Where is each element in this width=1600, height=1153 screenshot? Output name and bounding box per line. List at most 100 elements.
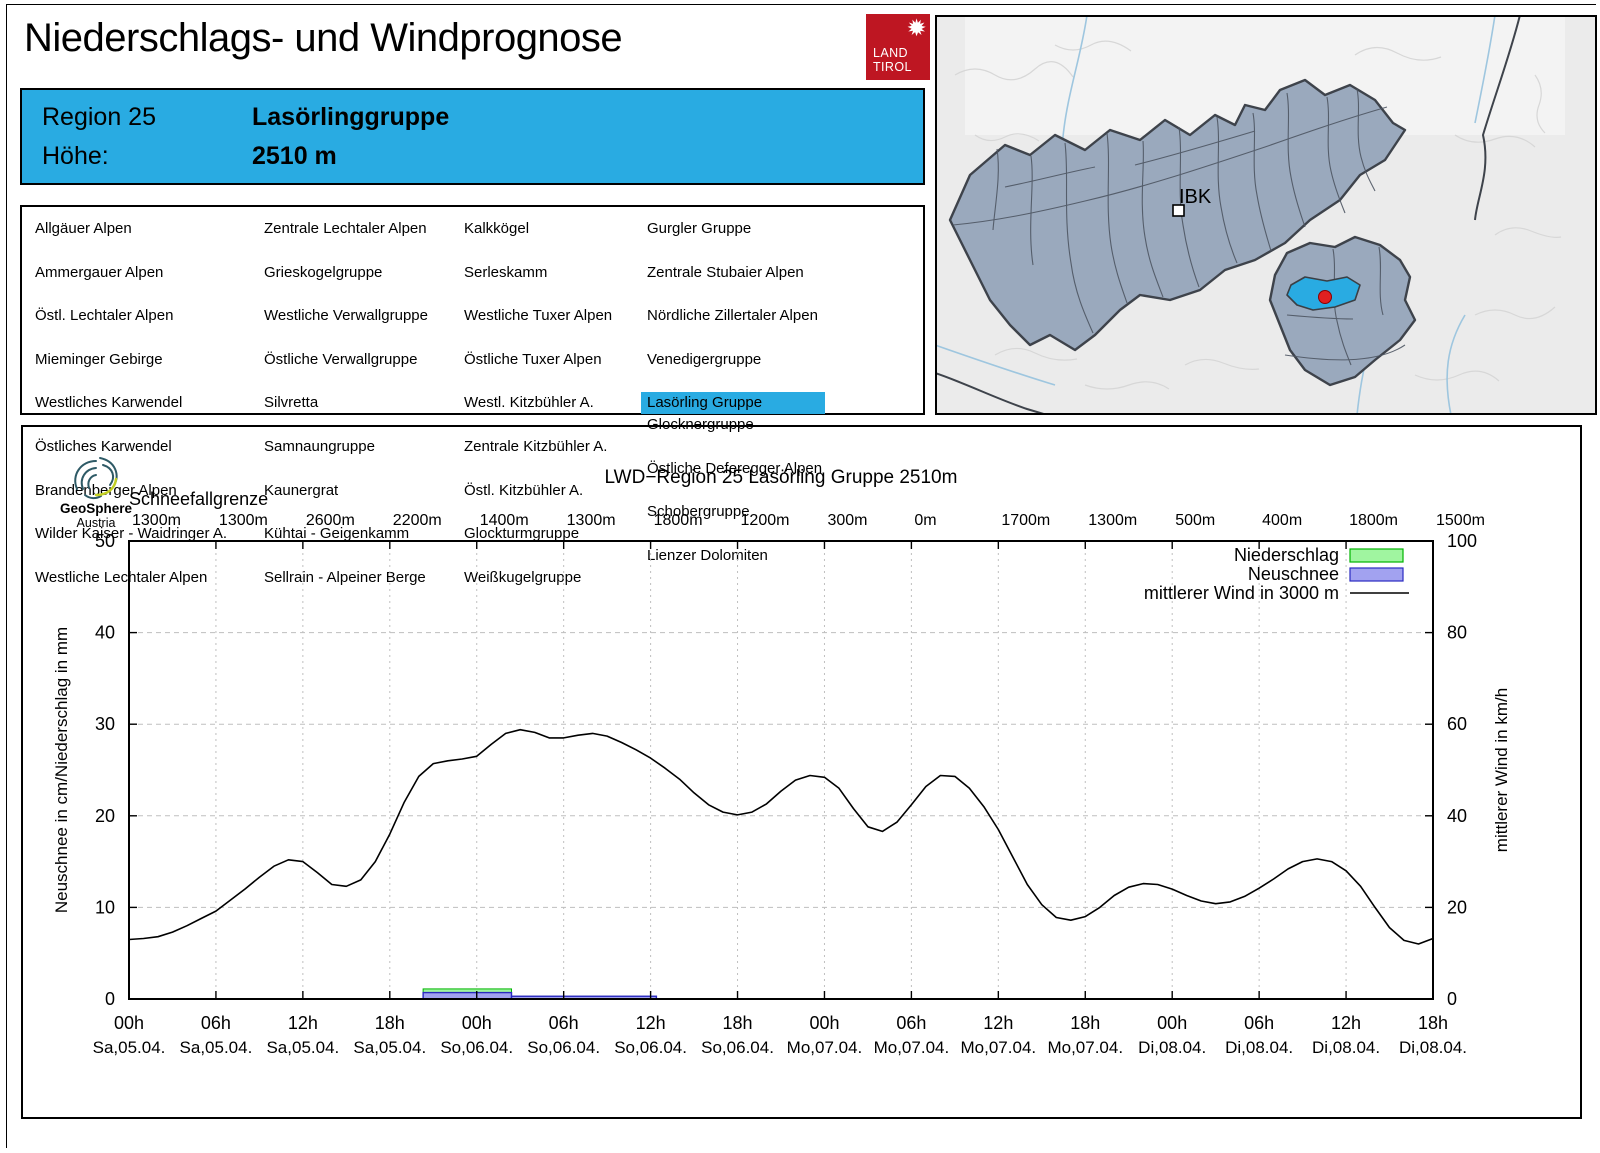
snowline-value: 1800m <box>1349 512 1398 529</box>
x-axis-hour-label: 18h <box>1070 1013 1100 1033</box>
altitude-value: 2510 m <box>252 142 337 170</box>
region-list-item[interactable]: Östliche Verwallgruppe <box>264 350 418 368</box>
neighbor-borders <box>934 14 1521 416</box>
ibk-city-marker <box>1172 204 1185 217</box>
region-list-column-3: Kalkkögel Serleskamm Westliche Tuxer Alpen… <box>464 218 612 610</box>
region-list-item[interactable]: Venedigergruppe <box>647 350 762 368</box>
north-tirol-subregion-borders <box>952 88 1388 334</box>
region-list-item[interactable]: Sellrain - Alpeiner Berge <box>264 568 426 586</box>
geosphere-logo-icon <box>74 457 118 500</box>
region-list-item[interactable]: Allgäuer Alpen <box>35 220 132 237</box>
y-axis-label-right: 20 <box>1447 897 1467 917</box>
x-axis-hour-label: 12h <box>983 1013 1013 1033</box>
x-axis-date-label: Di,08.04. <box>1399 1038 1467 1057</box>
snowline-value: 1300m <box>567 512 616 529</box>
snowline-value: 1300m <box>219 512 268 529</box>
x-axis-date-label: Di,08.04. <box>1312 1038 1380 1057</box>
x-axis-hour-label: 06h <box>549 1013 579 1033</box>
y-axis-label-left: 10 <box>95 897 115 917</box>
x-axis-hour-label: 18h <box>1418 1013 1448 1033</box>
region-list-item-selected[interactable]: Lasörling Gruppe <box>641 392 825 415</box>
region-list-item[interactable]: Kühtai - Geigenkamm <box>264 525 410 543</box>
x-axis-hour-label: 12h <box>288 1013 318 1033</box>
region-list-item[interactable]: Östl. Lechtaler Alpen <box>35 307 174 325</box>
region-list-item[interactable]: Ammergauer Alpen <box>35 263 164 281</box>
snowline-value: 2600m <box>306 512 355 529</box>
snowline-value: 300m <box>827 512 867 529</box>
map-border <box>935 15 1597 415</box>
station-marker-dot <box>1318 290 1332 304</box>
region-list-column-1: Allgäuer Alpen Ammergauer Alpen Östl. Lech… <box>35 218 227 610</box>
region-list-item[interactable]: Samnaungruppe <box>264 437 375 455</box>
region-list-item[interactable]: Kalkkögel <box>464 220 530 237</box>
region-list-item[interactable]: Westl. Kitzbühler A. <box>464 394 594 412</box>
region-list-item[interactable]: Östl. Kitzbühler A. <box>464 481 584 499</box>
region-list-item[interactable]: Wilder Kaiser - Waidringer A. <box>35 525 227 543</box>
page-title: Niederschlags- und Windprognose <box>24 16 623 60</box>
snowline-heading: Schneefallgrenze <box>129 489 268 509</box>
region-list-item[interactable]: Westliches Karwendel <box>35 394 183 412</box>
snowline-value: 1300m <box>1088 512 1137 529</box>
x-axis-hour-label: 12h <box>1331 1013 1361 1033</box>
region-list-item[interactable]: Glocknergruppe <box>647 416 754 434</box>
x-axis-hour-label: 06h <box>896 1013 926 1033</box>
region-list-item[interactable]: Gurgler Gruppe <box>647 220 752 237</box>
region-list-item[interactable]: Mieminger Gebirge <box>35 350 163 368</box>
snowline-value: 1400m <box>480 512 529 529</box>
region-list-item[interactable]: Westliche Verwallgruppe <box>264 307 428 325</box>
region-list-item[interactable]: Schobergruppe <box>647 503 750 521</box>
x-axis-date-label: Mo,07.04. <box>1047 1038 1123 1057</box>
wind-line <box>128 728 1434 945</box>
tirol-overview-map[interactable]: IBK <box>934 14 1597 416</box>
y-axis-label-right: 0 <box>1447 989 1457 1009</box>
snowline-value: 1300m <box>132 512 181 529</box>
tirol-eagle-icon <box>907 18 926 37</box>
region-list-item[interactable]: Östliche Deferegger Alpen <box>647 459 823 477</box>
x-axis-hour-label: 00h <box>1157 1013 1187 1033</box>
region-list-item[interactable]: Weißkugelgruppe <box>464 568 582 586</box>
x-axis-hour-label: 06h <box>1244 1013 1274 1033</box>
region-list-item[interactable]: Westliche Tuxer Alpen <box>464 307 613 325</box>
x-axis-date-label: So,06.04. <box>440 1038 513 1057</box>
snowline-value: 0m <box>914 512 936 529</box>
region-list-item[interactable]: Silvretta <box>264 394 319 412</box>
region-list-item[interactable]: Zentrale Stubaier Alpen <box>647 263 804 281</box>
x-axis-date-label: Sa,05.04. <box>266 1038 339 1057</box>
logo-line-land: LAND <box>873 46 908 60</box>
x-axis-date-label: Sa,05.04. <box>353 1038 426 1057</box>
region-list-item[interactable]: Östliches Karwendel <box>35 437 172 455</box>
land-tirol-logo-text: LAND TIROL <box>873 46 912 74</box>
x-axis-date-label: So,06.04. <box>701 1038 774 1057</box>
x-axis-date-label: Di,08.04. <box>1138 1038 1206 1057</box>
x-axis-hour-label: 12h <box>636 1013 666 1033</box>
region-header-box: Region 25 Lasörlinggruppe Höhe: 2510 m <box>20 88 925 185</box>
east-tirol-region[interactable] <box>1268 235 1417 387</box>
region-list-item[interactable]: Zentrale Kitzbühler A. <box>464 437 608 455</box>
forecast-chart-svg: GeoSphere Austria 0 10 20 30 40 50 0 20 40 60 80 10… <box>52 457 1511 1057</box>
region-list-item[interactable]: Zentrale Lechtaler Alpen <box>264 220 427 237</box>
region-list-item[interactable]: Östliche Tuxer Alpen <box>464 350 602 368</box>
y-axis-label-left: 0 <box>105 989 115 1009</box>
region-row: Region 25 Lasörlinggruppe <box>42 103 449 132</box>
region-list-item[interactable]: Grieskogelgruppe <box>264 263 383 281</box>
y-axis-label-left: 50 <box>95 531 115 551</box>
forecast-chart-panel: GeoSphere Austria 0 10 20 30 40 50 0 20 40 60 80 10… <box>21 425 1582 1119</box>
region-list-item[interactable]: Serleskamm <box>464 263 548 281</box>
legend-label: mittlerer Wind in 3000 m <box>1144 583 1339 603</box>
x-axis-hour-label: 00h <box>114 1013 144 1033</box>
y-axis-label-left: 30 <box>95 714 115 734</box>
region-list-item[interactable]: Nördliche Zillertaler Alpen <box>647 307 818 325</box>
y-axis-label-left: 20 <box>95 806 115 826</box>
altitude-row: Höhe: 2510 m <box>42 142 337 171</box>
x-axis-hour-label: 18h <box>375 1013 405 1033</box>
region-list-item[interactable]: Glockturmgruppe <box>464 525 580 543</box>
x-axis-date-label: Mo,07.04. <box>874 1038 950 1057</box>
terrain-texture <box>954 40 1562 390</box>
y-axis-label-left: 40 <box>95 623 115 643</box>
x-axis-date-label: So,06.04. <box>614 1038 687 1057</box>
region-list-item[interactable]: Kaunergrat <box>264 481 339 499</box>
region-list-item[interactable]: Westliche Lechtaler Alpen <box>35 568 208 586</box>
x-axis-date-label: So,06.04. <box>527 1038 600 1057</box>
region-list-item[interactable]: Brandenberger Alpen <box>35 481 177 499</box>
